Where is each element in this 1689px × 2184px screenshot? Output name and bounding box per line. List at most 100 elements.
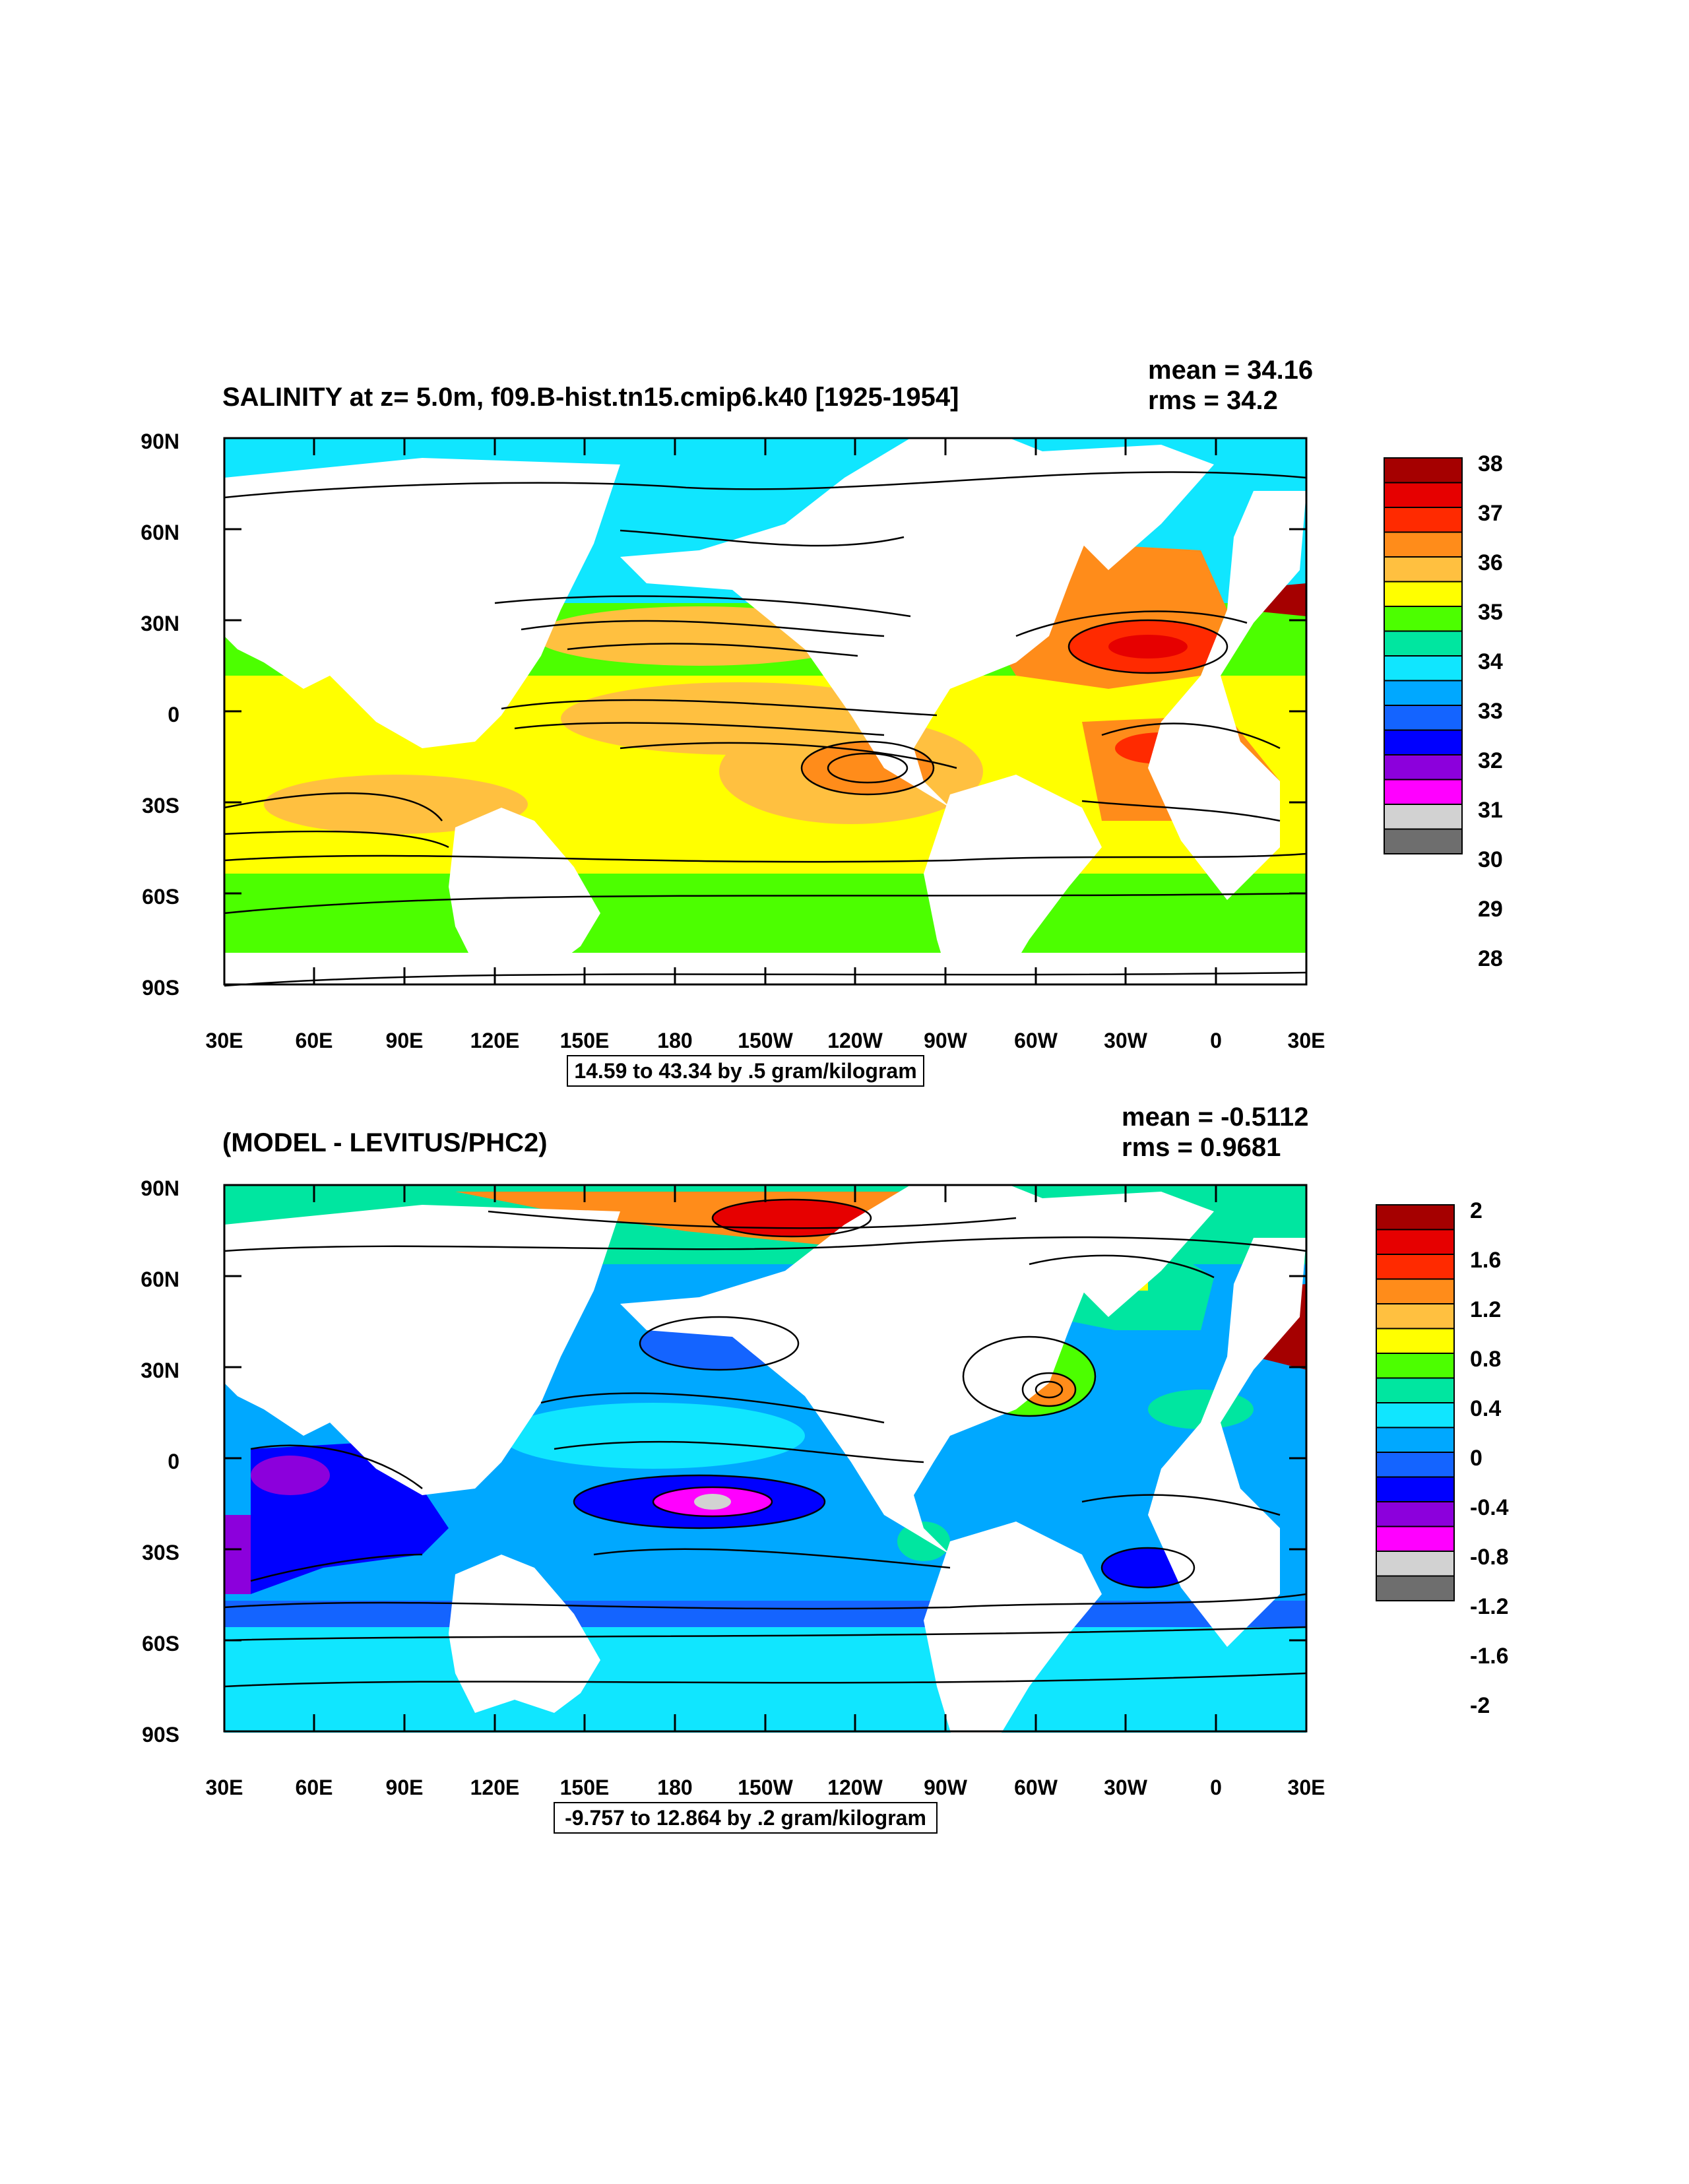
svg-text:90N: 90N <box>141 430 179 453</box>
top-lat-labels: 90N 60N 30N 0 30S 60S 90S <box>141 430 179 1000</box>
legend-swatch <box>1376 1551 1455 1577</box>
svg-text:120W: 120W <box>827 1029 883 1052</box>
svg-text:-1.6: -1.6 <box>1470 1644 1509 1669</box>
svg-text:37: 37 <box>1478 501 1503 526</box>
legend-swatch <box>1376 1501 1455 1527</box>
legend-swatch <box>1384 606 1463 632</box>
legend-swatch <box>1376 1353 1455 1379</box>
svg-text:2: 2 <box>1470 1198 1482 1223</box>
svg-text:120E: 120E <box>470 1029 520 1052</box>
svg-text:30E: 30E <box>1288 1029 1325 1052</box>
legend-swatch <box>1376 1328 1455 1354</box>
legend-swatch <box>1376 1427 1455 1453</box>
svg-text:150W: 150W <box>738 1776 793 1799</box>
top-legend-labels: 38 37 36 35 34 33 32 31 30 29 28 <box>1478 451 1503 971</box>
legend-swatch <box>1376 1476 1455 1502</box>
legend-swatch <box>1376 1575 1455 1601</box>
svg-text:0.4: 0.4 <box>1470 1396 1501 1421</box>
svg-text:30E: 30E <box>206 1776 243 1799</box>
legend-swatch <box>1384 630 1463 657</box>
svg-text:1.6: 1.6 <box>1470 1248 1501 1273</box>
svg-text:0: 0 <box>1210 1776 1222 1799</box>
svg-text:0: 0 <box>168 703 179 726</box>
svg-text:60E: 60E <box>296 1029 333 1052</box>
bottom-lon-labels: 30E 60E 90E 120E 150E 180 150W 120W 90W … <box>206 1776 1325 1799</box>
bottom-title: (MODEL - LEVITUS/PHC2) <box>222 1128 548 1157</box>
bottom-rms: rms = 0.9681 <box>1122 1133 1281 1162</box>
svg-text:60E: 60E <box>296 1776 333 1799</box>
svg-text:60N: 60N <box>141 521 179 544</box>
legend-swatch <box>1376 1303 1455 1330</box>
svg-text:30E: 30E <box>206 1029 243 1052</box>
svg-text:36: 36 <box>1478 550 1503 575</box>
svg-text:30: 30 <box>1478 847 1503 872</box>
legend-swatch <box>1376 1526 1455 1552</box>
svg-text:150E: 150E <box>560 1029 610 1052</box>
svg-text:28: 28 <box>1478 946 1503 971</box>
legend-swatch <box>1376 1377 1455 1403</box>
svg-text:90S: 90S <box>142 976 179 1000</box>
legend-swatch <box>1384 754 1463 781</box>
top-lon-labels: 30E 60E 90E 120E 150E 180 150W 120W 90W … <box>206 1029 1325 1052</box>
legend-swatch <box>1384 482 1463 508</box>
svg-text:1.2: 1.2 <box>1470 1297 1501 1322</box>
svg-text:34: 34 <box>1478 649 1503 674</box>
top-contours <box>224 471 1307 987</box>
svg-text:-0.8: -0.8 <box>1470 1545 1509 1570</box>
svg-text:90W: 90W <box>924 1776 968 1799</box>
svg-text:31: 31 <box>1478 798 1503 823</box>
svg-text:30W: 30W <box>1104 1776 1148 1799</box>
svg-text:30N: 30N <box>141 1359 179 1382</box>
top-panel: SALINITY at z= 5.0m, f09.B-hist.tn15.cmi… <box>141 356 1503 1177</box>
bottom-panel: (MODEL - LEVITUS/PHC2) mean = -0.5112 rm… <box>141 1103 1509 1924</box>
top-legend <box>1384 457 1463 854</box>
svg-text:30S: 30S <box>142 794 179 818</box>
svg-text:-0.4: -0.4 <box>1470 1495 1509 1520</box>
svg-text:60S: 60S <box>142 885 179 909</box>
svg-text:60S: 60S <box>142 1632 179 1655</box>
svg-text:150W: 150W <box>738 1029 793 1052</box>
bottom-contours <box>224 1198 1307 1688</box>
top-mean: mean = 34.16 <box>1148 356 1313 385</box>
svg-text:-1.2: -1.2 <box>1470 1594 1509 1619</box>
legend-swatch <box>1384 457 1463 484</box>
top-range-box <box>567 1055 924 1087</box>
legend-swatch <box>1384 779 1463 805</box>
top-map <box>223 437 1308 1177</box>
bottom-mean: mean = -0.5112 <box>1122 1103 1309 1132</box>
top-rms: rms = 34.2 <box>1148 386 1278 415</box>
svg-text:180: 180 <box>657 1776 692 1799</box>
svg-text:30S: 30S <box>142 1541 179 1564</box>
legend-swatch <box>1376 1278 1455 1304</box>
legend-swatch <box>1384 556 1463 583</box>
legend-swatch <box>1384 729 1463 755</box>
legend-swatch <box>1384 680 1463 706</box>
svg-text:60W: 60W <box>1014 1029 1058 1052</box>
legend-swatch <box>1384 581 1463 607</box>
svg-text:30E: 30E <box>1288 1776 1325 1799</box>
legend-swatch <box>1376 1204 1455 1231</box>
bottom-map <box>223 1184 1308 1924</box>
bottom-range-text: -9.757 to 12.864 by .2 gram/kilogram <box>565 1806 926 1830</box>
svg-text:0.8: 0.8 <box>1470 1347 1501 1372</box>
bottom-lat-labels: 90N 60N 30N 0 30S 60S 90S <box>141 1176 179 1747</box>
bottom-range-box <box>554 1802 938 1834</box>
legend-swatch <box>1376 1402 1455 1429</box>
top-title: SALINITY at z= 5.0m, f09.B-hist.tn15.cmi… <box>222 383 959 412</box>
svg-text:60N: 60N <box>141 1268 179 1291</box>
legend-swatch <box>1376 1254 1455 1280</box>
svg-text:120W: 120W <box>827 1776 883 1799</box>
svg-text:35: 35 <box>1478 600 1503 625</box>
bottom-legend <box>1376 1204 1455 1601</box>
svg-text:0: 0 <box>168 1450 179 1473</box>
svg-text:90W: 90W <box>924 1029 968 1052</box>
svg-text:90E: 90E <box>386 1029 424 1052</box>
legend-swatch <box>1384 655 1463 682</box>
svg-text:0: 0 <box>1210 1029 1222 1052</box>
legend-swatch <box>1384 531 1463 558</box>
legend-swatch <box>1384 507 1463 533</box>
svg-text:30W: 30W <box>1104 1029 1148 1052</box>
top-range-text: 14.59 to 43.34 by .5 gram/kilogram <box>574 1059 916 1083</box>
svg-text:-2: -2 <box>1470 1693 1490 1718</box>
